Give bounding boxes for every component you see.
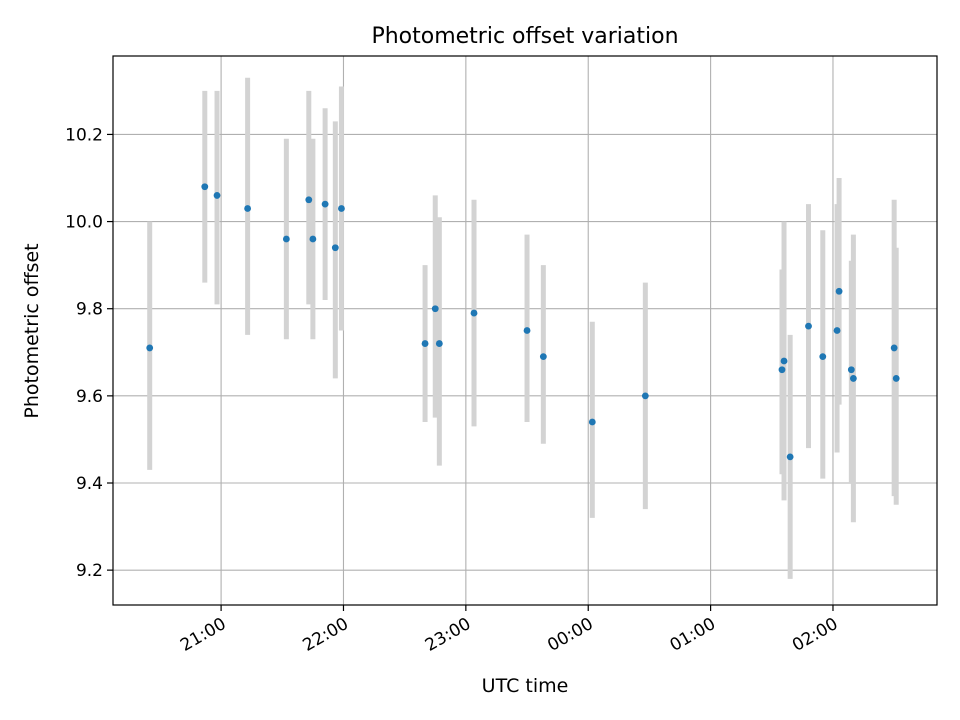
data-point [835, 287, 843, 295]
data-point [805, 322, 812, 330]
data-point [146, 344, 154, 352]
data-point [213, 192, 221, 199]
y-tick-label: 9.4 [76, 474, 103, 494]
data-point [470, 309, 478, 317]
data-point [244, 205, 252, 212]
x-tick-label: 00:00 [544, 614, 596, 656]
data-point [780, 357, 788, 365]
x-tick-label: 21:00 [177, 614, 229, 656]
data-point [331, 244, 339, 252]
y-tick-label: 9.2 [76, 561, 103, 581]
data-point [431, 305, 439, 313]
data-point [892, 375, 900, 382]
plot-frame [112, 55, 938, 606]
data-point [641, 392, 649, 400]
x-tick-label: 22:00 [300, 614, 352, 656]
chart-title: Photometric offset variation [371, 24, 678, 49]
data-point [539, 353, 547, 361]
data-point [833, 327, 841, 334]
data-point [819, 353, 827, 361]
y-axis-label: Photometric offset [21, 243, 43, 418]
x-tick-label: 23:00 [422, 614, 474, 656]
y-tick-label: 10.2 [65, 125, 103, 145]
y-ticks: 9.2 9.4 9.6 9.8 10.0 10.2 [65, 125, 113, 581]
x-tick-label: 02:00 [789, 614, 841, 656]
data-point [849, 375, 857, 382]
data-point [305, 196, 313, 204]
data-point [890, 344, 898, 352]
x-tick-label: 01:00 [667, 614, 719, 656]
data-point [786, 453, 794, 461]
x-axis-label: UTC time [482, 675, 569, 697]
data-point [201, 183, 209, 191]
data-point [588, 418, 596, 426]
y-tick-label: 9.6 [76, 387, 103, 407]
x-ticks: 21:00 22:00 23:00 00:00 01:00 02:00 [177, 605, 841, 656]
y-tick-label: 10.0 [65, 213, 103, 233]
data-point [309, 235, 317, 243]
error-bars [147, 77, 899, 579]
data-points [146, 183, 900, 461]
y-tick-label: 9.8 [76, 300, 103, 320]
data-point [421, 340, 429, 347]
data-point [338, 205, 345, 212]
data-point [847, 366, 855, 374]
data-point [523, 327, 531, 334]
data-point [282, 235, 290, 243]
data-point [778, 366, 786, 374]
data-point [435, 340, 443, 347]
data-point [321, 200, 329, 208]
